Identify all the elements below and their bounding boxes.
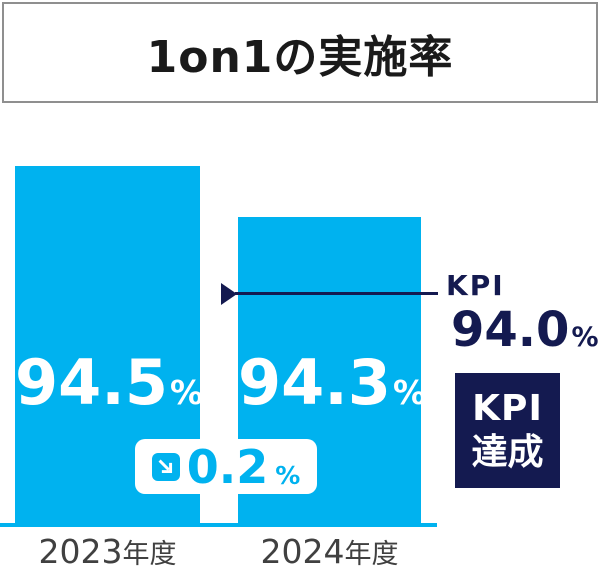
x-label-2024-year: 2024	[260, 532, 345, 571]
x-axis-baseline	[0, 523, 437, 527]
x-label-2024-suffix: 年度	[344, 539, 399, 570]
bar-2024-value-unit: %	[392, 373, 427, 412]
kpi-value-unit: %	[571, 322, 599, 353]
kpi-value-number: 94.0	[451, 302, 570, 358]
change-value: 0.2	[186, 439, 269, 494]
down-right-arrow-icon	[151, 452, 180, 481]
x-label-2023: 2023年度	[15, 532, 200, 571]
change-unit: %	[275, 461, 301, 490]
bar-2023-value-unit: %	[169, 373, 204, 412]
bar-2024-value-number: 94.3	[238, 346, 391, 419]
bar-2023-value: 94.5%	[15, 352, 204, 414]
bar-2024-value: 94.3%	[238, 352, 426, 414]
kpi-achieved-badge: KPI 達成	[455, 373, 560, 488]
kpi-achieved-badge-line1: KPI	[472, 388, 543, 430]
kpi-value: 94.0%	[451, 306, 599, 354]
change-badge: 0.2 %	[135, 439, 317, 494]
kpi-pointer-arrow-icon	[221, 283, 237, 305]
bar-2023-value-number: 94.5	[15, 346, 168, 419]
chart-title-box: 1on1の実施率	[2, 2, 598, 103]
kpi-reference-line	[235, 292, 438, 295]
x-label-2023-suffix: 年度	[122, 539, 177, 570]
x-label-2024: 2024年度	[238, 532, 421, 571]
chart-title: 1on1の実施率	[146, 31, 454, 83]
x-label-2023-year: 2023	[38, 532, 123, 571]
kpi-achieved-badge-line2: 達成	[471, 431, 544, 473]
kpi-label: KPI	[446, 269, 505, 302]
